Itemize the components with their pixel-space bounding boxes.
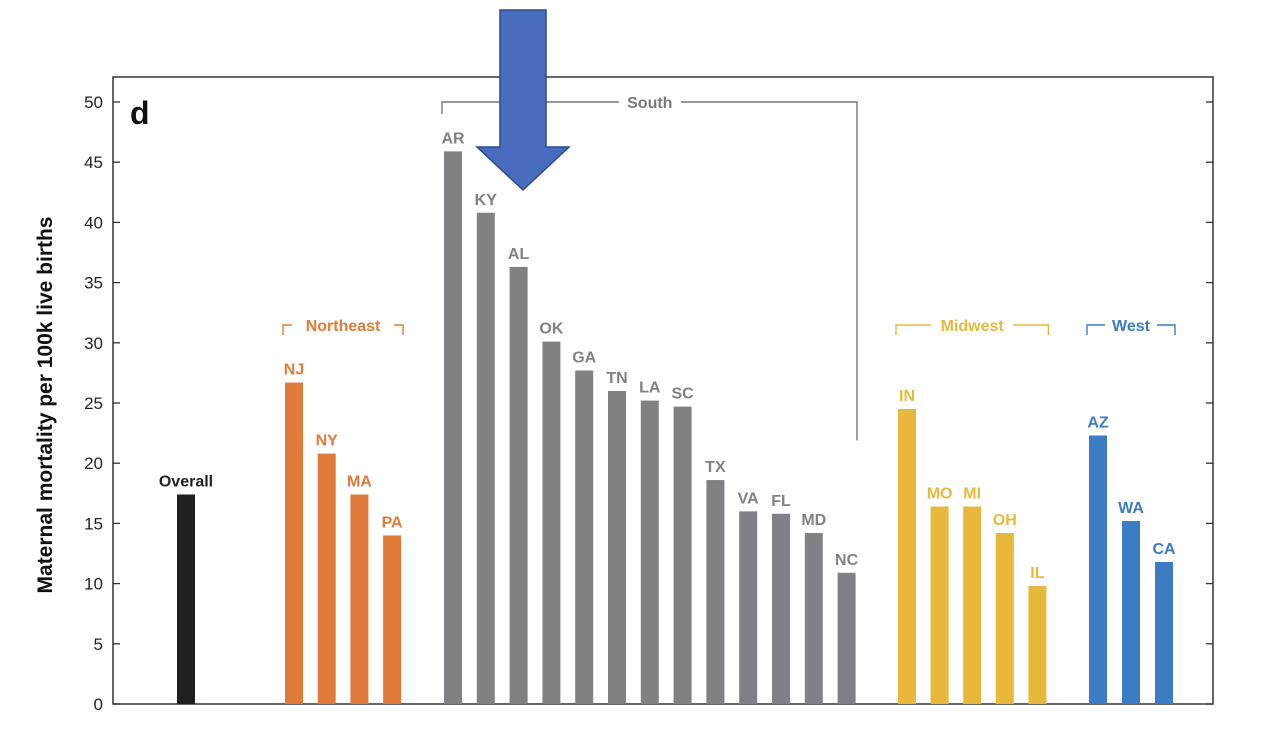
bar-ar bbox=[444, 151, 462, 704]
group-brackets: Northeast South Midwest West bbox=[282, 95, 1176, 441]
y-tick-label: 35 bbox=[84, 274, 103, 293]
bar-label-fl: FL bbox=[771, 493, 791, 510]
y-axis: 0 5 10 15 20 25 30 35 40 45 50 bbox=[84, 93, 1213, 714]
bar-label-mi: MI bbox=[963, 486, 981, 503]
bar-ga bbox=[575, 370, 594, 704]
bar-label-md: MD bbox=[801, 512, 826, 529]
bar-in bbox=[898, 409, 916, 704]
bar-il bbox=[1028, 586, 1047, 704]
bar-ma bbox=[350, 494, 369, 704]
bar-nc bbox=[837, 572, 856, 704]
group-label-south: South bbox=[627, 95, 672, 112]
bracket-left-northeast bbox=[282, 324, 293, 335]
group-label-midwest: Midwest bbox=[941, 318, 1005, 335]
bar-label-overall: Overall bbox=[159, 474, 213, 491]
bar-ca bbox=[1155, 561, 1173, 704]
y-axis-label: Maternal mortality per 100k live births bbox=[34, 217, 57, 594]
bar-mi bbox=[963, 506, 982, 704]
bar-label-mo: MO bbox=[927, 486, 953, 503]
bracket-right-midwest bbox=[1013, 324, 1050, 335]
bar-wa bbox=[1122, 520, 1140, 704]
bar-label-pa: PA bbox=[382, 514, 403, 531]
bar-ny bbox=[317, 453, 336, 704]
bar-label-ca: CA bbox=[1152, 541, 1176, 558]
bar-tn bbox=[608, 390, 626, 704]
bar-label-oh: OH bbox=[993, 512, 1017, 529]
bracket-right-south bbox=[680, 101, 858, 441]
group-label-west: West bbox=[1112, 318, 1151, 335]
bar-label-tx: TX bbox=[705, 459, 726, 476]
bar-az bbox=[1089, 435, 1107, 704]
bar-label-az: AZ bbox=[1087, 415, 1109, 432]
bar-md bbox=[804, 533, 823, 704]
bracket-right-northeast bbox=[394, 324, 404, 335]
bar-label-wa: WA bbox=[1118, 500, 1144, 517]
bracket-left-south bbox=[441, 101, 619, 114]
bar-label-al: AL bbox=[508, 246, 530, 263]
bar-label-tn: TN bbox=[606, 370, 627, 387]
plot-frame bbox=[112, 76, 1214, 705]
bars bbox=[177, 151, 1173, 704]
bar-sc bbox=[673, 406, 692, 704]
down-arrow-icon bbox=[475, 9, 571, 192]
y-tick-label: 0 bbox=[94, 695, 103, 714]
bar-label-ar: AR bbox=[441, 130, 465, 147]
bar-oh bbox=[995, 533, 1014, 704]
bar-overall bbox=[177, 494, 195, 704]
bar-ky bbox=[476, 212, 495, 704]
bar-al bbox=[509, 266, 528, 704]
y-tick-label: 45 bbox=[84, 153, 103, 172]
bar-label-in: IN bbox=[899, 388, 915, 405]
bracket-left-west bbox=[1086, 324, 1105, 335]
bar-label-il: IL bbox=[1030, 565, 1044, 582]
bar-pa bbox=[383, 535, 402, 704]
bar-label-ok: OK bbox=[539, 321, 563, 338]
y-tick-label: 20 bbox=[84, 454, 103, 473]
y-tick-label: 30 bbox=[84, 334, 103, 353]
panel-letter: d bbox=[130, 95, 150, 131]
bar-fl bbox=[772, 513, 790, 704]
bar-label-ky: KY bbox=[475, 192, 498, 209]
bar-label-nc: NC bbox=[835, 552, 859, 569]
bar-tx bbox=[706, 480, 725, 704]
y-tick-label: 15 bbox=[84, 514, 103, 533]
bar-la bbox=[640, 400, 659, 704]
bar-va bbox=[739, 511, 758, 704]
y-tick-label: 5 bbox=[94, 635, 103, 654]
y-tick-label: 50 bbox=[84, 93, 103, 112]
bar-label-va: VA bbox=[738, 490, 759, 507]
bracket-left-midwest bbox=[895, 324, 932, 335]
bar-label-ma: MA bbox=[347, 474, 372, 491]
bar-nj bbox=[285, 382, 303, 704]
y-tick-label: 25 bbox=[84, 394, 103, 413]
y-tick-label: 40 bbox=[84, 213, 103, 232]
bar-label-ny: NY bbox=[316, 433, 339, 450]
bar-ok bbox=[542, 341, 561, 704]
bar-label-ga: GA bbox=[572, 349, 596, 366]
bracket-right-west bbox=[1157, 324, 1176, 335]
bar-mo bbox=[930, 506, 949, 704]
bar-label-la: LA bbox=[639, 380, 661, 397]
bar-label-nj: NJ bbox=[284, 362, 304, 379]
group-label-northeast: Northeast bbox=[306, 318, 381, 335]
bar-labels: Overall NJ NY MA PA AR KY AL OK GA TN LA SC TX VA FL MD N… bbox=[159, 130, 1176, 582]
bar-label-sc: SC bbox=[671, 386, 694, 403]
y-tick-label: 10 bbox=[84, 575, 103, 594]
